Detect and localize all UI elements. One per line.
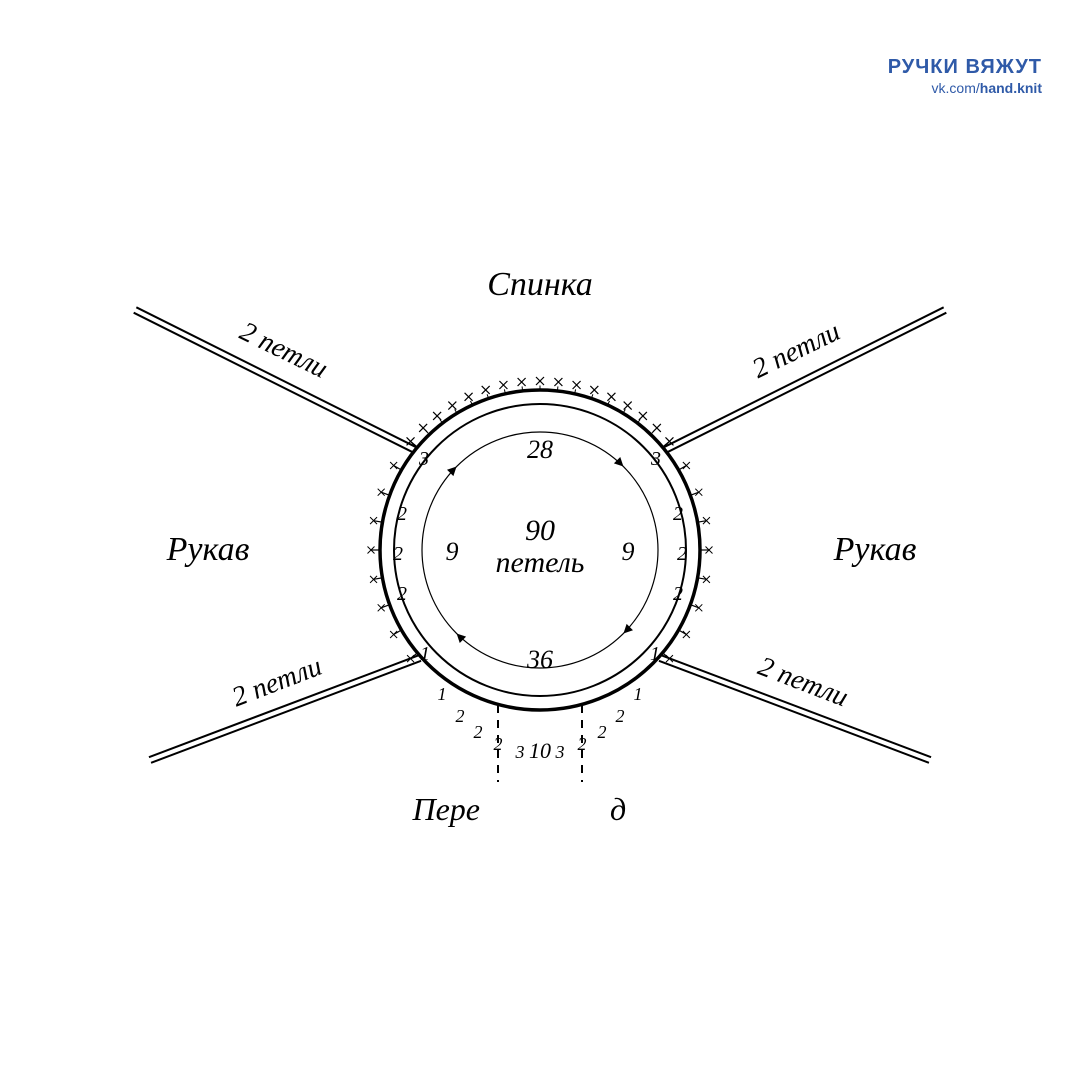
label-back: Спинка <box>487 266 593 303</box>
row-count-outer: 3 <box>555 742 565 762</box>
row-count-outer: 2 <box>456 706 465 726</box>
raglan-line <box>664 307 944 447</box>
row-count-inner: 3 <box>650 448 661 470</box>
segment-bottom: 36 <box>526 645 553 674</box>
label-front-part1: Пере <box>411 791 480 827</box>
raglan-stitch-label: 2 петли <box>235 316 333 385</box>
row-count-inner: 3 <box>418 448 429 470</box>
raglan-stitch-label: 2 петли <box>747 316 845 385</box>
row-count-outer: 2 <box>598 722 607 742</box>
row-count-inner: 1 <box>650 643 660 665</box>
center-word: петель <box>496 546 585 579</box>
row-count-inner: 2 <box>673 503 683 525</box>
front-center-count: 10 <box>529 738 551 763</box>
label-sleeve-left: Рукав <box>166 531 250 568</box>
row-count-outer: 2 <box>578 734 587 754</box>
segment-right: 9 <box>622 537 635 566</box>
label-front-part2: д <box>610 791 626 827</box>
label-sleeve-right: Рукав <box>833 531 917 568</box>
raglan-stitch-label: 2 петли <box>228 651 326 713</box>
row-count-inner: 2 <box>397 583 407 605</box>
row-count-inner: 1 <box>420 643 430 665</box>
row-count-inner: 2 <box>397 503 407 525</box>
row-count-outer: 2 <box>616 706 625 726</box>
segment-left: 9 <box>446 537 459 566</box>
center-count: 90 <box>525 514 555 547</box>
row-count-inner: 2 <box>393 543 403 565</box>
row-count-outer: 3 <box>515 742 525 762</box>
segment-top: 28 <box>527 435 553 464</box>
row-count-inner: 2 <box>677 543 687 565</box>
raglan-stitch-label: 2 петли <box>754 651 852 713</box>
diagram-stage: РУЧКИ ВЯЖУТ vk.com/hand.knit СпинкаРукав… <box>0 0 1080 1080</box>
knitting-raglan-diagram: Спинка Рукав Рукав Пере д 90петель 28 36 9 9 10 2 п… <box>0 0 1080 1080</box>
row-count-outer: 2 <box>474 722 483 742</box>
raglan-line <box>136 307 416 447</box>
row-count-outer: 2 <box>494 734 503 754</box>
row-count-outer: 1 <box>634 684 643 704</box>
row-count-inner: 2 <box>673 583 683 605</box>
row-count-outer: 1 <box>438 684 447 704</box>
